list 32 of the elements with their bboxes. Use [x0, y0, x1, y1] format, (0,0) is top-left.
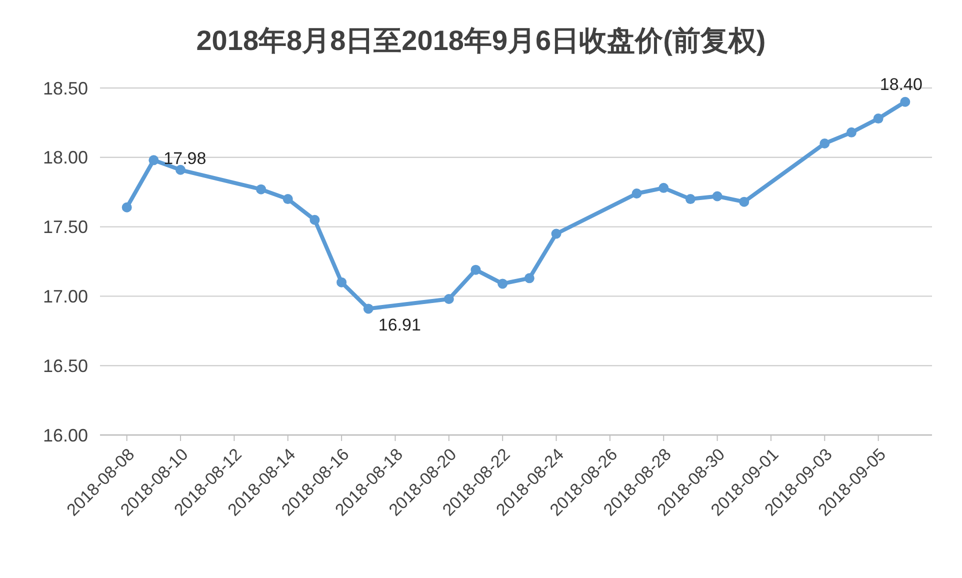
- data-label: 16.91: [378, 316, 421, 335]
- point: [282, 194, 293, 204]
- y-tick-label: 18.00: [42, 148, 88, 168]
- point: [739, 196, 750, 207]
- point: [820, 138, 830, 149]
- point: [873, 114, 884, 124]
- point: [846, 127, 856, 138]
- point: [122, 202, 132, 212]
- point: [658, 182, 669, 193]
- y-tick-label: 16.00: [42, 425, 88, 446]
- point: [444, 294, 454, 304]
- point: [632, 188, 642, 198]
- data-label: 17.98: [164, 149, 206, 168]
- y-tick-label: 16.50: [42, 356, 88, 376]
- point: [524, 273, 534, 284]
- point: [363, 304, 374, 314]
- point: [498, 278, 508, 289]
- point: [712, 191, 722, 202]
- y-tick-label: 18.50: [42, 78, 88, 98]
- point: [256, 184, 266, 194]
- point: [551, 228, 562, 239]
- chart-title: 2018年8月8日至2018年9月6日收盘价(前复权): [196, 25, 766, 56]
- y-tick-label: 17.50: [42, 217, 88, 238]
- point: [685, 194, 696, 204]
- point: [310, 214, 320, 225]
- point: [470, 264, 481, 275]
- point: [336, 277, 347, 288]
- point: [900, 96, 910, 107]
- y-tick-label: 17.00: [42, 286, 88, 306]
- point: [176, 164, 186, 175]
- data-label: 18.40: [880, 74, 922, 94]
- point: [148, 155, 159, 166]
